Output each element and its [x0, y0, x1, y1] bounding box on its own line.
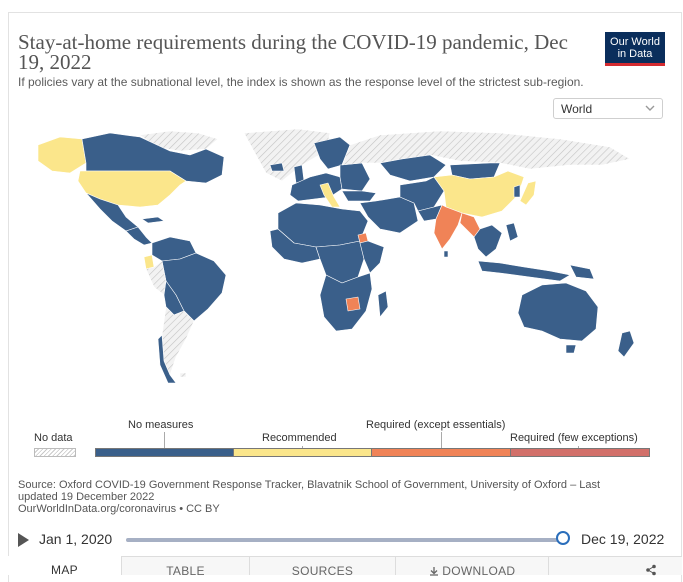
- source-line-2: updated 19 December 2022: [18, 491, 155, 503]
- country-central-africa[interactable]: [315, 240, 365, 284]
- country-central-america[interactable]: [125, 226, 153, 246]
- logo-line-2: in Data: [617, 48, 653, 60]
- country-falklands[interactable]: [179, 372, 187, 378]
- country-eastern-europe[interactable]: [339, 162, 371, 192]
- legend-tick: [302, 446, 303, 448]
- legend-label-recommended: Recommended: [262, 432, 337, 444]
- country-iceland[interactable]: [269, 162, 285, 172]
- legend-tick: [578, 446, 579, 448]
- country-madagascar[interactable]: [377, 290, 389, 318]
- timeline-handle[interactable]: [556, 531, 570, 545]
- country-new-zealand[interactable]: [617, 330, 635, 358]
- country-japan[interactable]: [519, 180, 537, 206]
- country-philippines[interactable]: [505, 222, 519, 242]
- region-select-value: World: [561, 102, 593, 116]
- country-australia[interactable]: [517, 282, 599, 342]
- legend-swatch-required-few-exceptions[interactable]: [510, 448, 650, 457]
- country-tasmania[interactable]: [565, 344, 577, 354]
- country-zimbabwe[interactable]: [345, 296, 361, 312]
- country-italy[interactable]: [319, 182, 341, 208]
- tab-sources[interactable]: SOURCES: [249, 556, 395, 578]
- tab-bar: MAP TABLE SOURCES DOWNLOAD: [0, 556, 683, 578]
- country-cuba[interactable]: [141, 216, 165, 224]
- country-papua-new-guinea[interactable]: [569, 264, 595, 280]
- country-argentina[interactable]: [161, 306, 195, 376]
- country-southeast-asia[interactable]: [473, 224, 503, 258]
- tab-map[interactable]: MAP: [8, 556, 121, 577]
- chart-subtitle: If policies vary at the subnational leve…: [18, 75, 584, 89]
- world-map[interactable]: [30, 125, 650, 385]
- tab-sources-label: SOURCES: [291, 564, 354, 578]
- chevron-down-icon: [645, 105, 655, 111]
- country-ecuador[interactable]: [143, 254, 155, 270]
- legend-no-data-label: No data: [34, 432, 73, 444]
- owid-logo[interactable]: Our World in Data: [605, 32, 665, 66]
- country-chile[interactable]: [157, 334, 177, 384]
- country-alaska[interactable]: [37, 136, 87, 174]
- legend-swatch-recommended[interactable]: [233, 448, 372, 457]
- map-legend: No data No measures Recommended Required…: [0, 410, 683, 460]
- country-sri-lanka[interactable]: [443, 250, 449, 258]
- country-middle-east[interactable]: [359, 196, 419, 234]
- tab-table-label: TABLE: [166, 564, 205, 578]
- legend-label-required-few-exceptions: Required (few exceptions): [510, 432, 638, 444]
- legend-label-required-except-essentials: Required (except essentials): [366, 419, 506, 431]
- tab-download-label: DOWNLOAD: [442, 564, 516, 578]
- legend-no-data-swatch[interactable]: [34, 448, 76, 457]
- source-line-3[interactable]: OurWorldInData.org/coronavirus • CC BY: [18, 503, 220, 515]
- tab-map-label: MAP: [51, 563, 78, 577]
- timeline-start-label: Jan 1, 2020: [39, 531, 113, 547]
- region-select[interactable]: World: [553, 98, 663, 119]
- country-southern-africa[interactable]: [319, 272, 373, 332]
- timeline: Jan 1, 2020 Dec 19, 2022: [0, 528, 683, 550]
- timeline-end-label: Dec 19, 2022: [581, 531, 665, 547]
- tab-table[interactable]: TABLE: [121, 556, 249, 578]
- country-north-africa[interactable]: [277, 202, 369, 248]
- share-icon: [645, 564, 656, 576]
- timeline-track[interactable]: [126, 538, 564, 542]
- legend-tick: [441, 432, 442, 448]
- country-turkey[interactable]: [341, 190, 377, 202]
- country-kazakhstan[interactable]: [379, 154, 447, 182]
- source-line-1: Source: Oxford COVID-19 Government Respo…: [18, 479, 601, 491]
- country-korea[interactable]: [513, 184, 521, 198]
- legend-tick: [164, 432, 165, 448]
- country-horn-of-africa[interactable]: [359, 240, 385, 274]
- source-note: Source: Oxford COVID-19 Government Respo…: [18, 479, 618, 515]
- logo-line-1: Our World: [610, 36, 660, 48]
- tab-share[interactable]: [548, 556, 682, 576]
- country-india[interactable]: [433, 204, 463, 250]
- tab-download[interactable]: DOWNLOAD: [395, 556, 548, 578]
- play-icon[interactable]: [18, 533, 29, 547]
- legend-label-no-measures: No measures: [128, 419, 194, 431]
- legend-swatch-required-except-essentials[interactable]: [371, 448, 511, 457]
- chart-title: Stay-at-home requirements during the COV…: [18, 30, 568, 74]
- country-indonesia[interactable]: [477, 260, 571, 282]
- country-greenland[interactable]: [243, 128, 331, 182]
- legend-swatch-no-measures[interactable]: [95, 448, 234, 457]
